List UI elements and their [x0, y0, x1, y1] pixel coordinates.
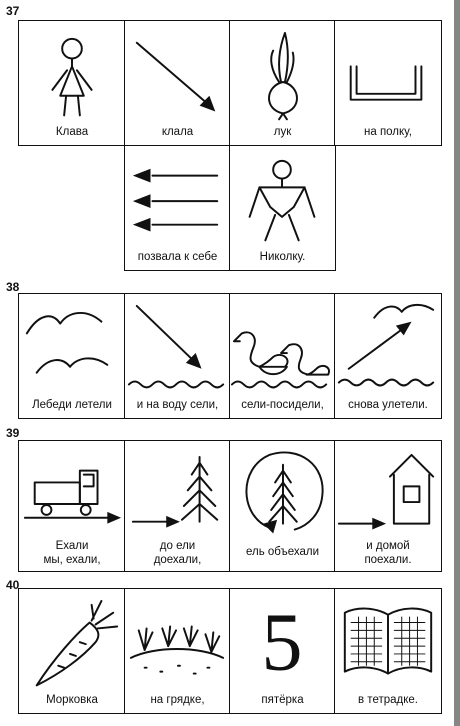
picture-cell-do-eli: до ели доехали, — [124, 440, 231, 572]
picture-cell-klala: клала — [124, 20, 231, 146]
caption-line-2: мы, ехали, — [43, 554, 101, 566]
picture-cell-pozvala: позвала к себе — [124, 145, 231, 271]
arrow-to-house-icon — [337, 453, 435, 530]
picture-cell-klava: Клава — [18, 20, 126, 146]
exercise-number-38: 38 — [6, 280, 20, 294]
caption-line-1: Ехали — [55, 540, 89, 552]
caption: на полку, — [364, 126, 412, 138]
caption: снова улетели. — [348, 399, 428, 411]
caption: и на воду сели, — [136, 399, 219, 411]
open-notebook-icon — [343, 607, 433, 675]
caption: Николку. — [259, 251, 306, 263]
digit-five-glyph: 5 — [261, 597, 302, 688]
carrot-icon — [35, 599, 119, 687]
caption: сели-посидели, — [241, 399, 324, 411]
caption-line-2: доехали, — [153, 554, 202, 566]
onion-icon — [268, 31, 298, 121]
picture-cell-seli-posideli: сели-посидели, — [229, 293, 336, 419]
exercise-number-37: 37 — [6, 4, 20, 18]
shelf-icon — [349, 65, 423, 101]
picture-cell-snova-uleteli: снова улетели. — [334, 293, 442, 419]
caption: пятёрка — [261, 694, 304, 706]
caption: клала — [161, 126, 194, 138]
scan-page-edge — [454, 0, 460, 726]
arrow-up-from-water-icon — [337, 303, 435, 387]
arrow-to-water-icon — [127, 304, 225, 389]
picture-cell-ekhali: Ехали мы, ехали, — [18, 440, 126, 572]
caption: Морковка — [46, 694, 98, 706]
swans-icon — [230, 331, 330, 389]
caption-line-2: поехали. — [364, 554, 412, 566]
caption: Лебеди летели — [32, 399, 112, 411]
garden-bed-icon — [129, 625, 225, 675]
flying-birds-icon — [25, 312, 109, 374]
picture-cell-morkovka: Морковка — [18, 588, 126, 714]
caption: на грядке, — [150, 694, 205, 706]
circle-around-tree-icon — [245, 451, 324, 534]
picture-cell-lebedi-leteli: Лебеди летели — [18, 293, 126, 419]
caption-line-1: до ели — [159, 540, 196, 552]
stick-figure-boy-icon — [248, 159, 316, 242]
picture-cell-el-obekhali: ель объехали — [229, 440, 336, 572]
exercise-number-39: 39 — [6, 426, 20, 440]
caption: в тетрадке. — [358, 694, 418, 706]
picture-cell-na-gryadke: на грядке, — [124, 588, 231, 714]
caption: лук — [273, 126, 292, 138]
truck-icon — [23, 469, 122, 524]
picture-cell-na-vodu-seli: и на воду сели, — [124, 293, 231, 419]
picture-cell-nikolku: Николку. — [229, 145, 336, 271]
picture-cell-pyaterka: 5 пятёрка — [229, 588, 336, 714]
caption: ель объехали — [246, 546, 319, 558]
digit-five-icon: 5 — [261, 597, 302, 688]
caption: Клава — [55, 126, 89, 138]
arrows-left-icon — [132, 168, 219, 232]
picture-cell-i-domoy: и домой поехали. — [334, 440, 442, 572]
stick-figure-girl-icon — [51, 37, 93, 117]
picture-cell-na-polku: на полку, — [334, 20, 442, 146]
arrow-down-right-icon — [135, 41, 216, 112]
caption: позвала к себе — [137, 251, 218, 263]
picture-cell-v-tetradke: в тетрадке. — [334, 588, 442, 714]
arrow-to-tree-icon — [131, 455, 219, 528]
exercise-number-40: 40 — [6, 578, 20, 592]
caption-line-1: и домой — [366, 540, 410, 552]
picture-cell-luk: лук — [229, 20, 336, 146]
